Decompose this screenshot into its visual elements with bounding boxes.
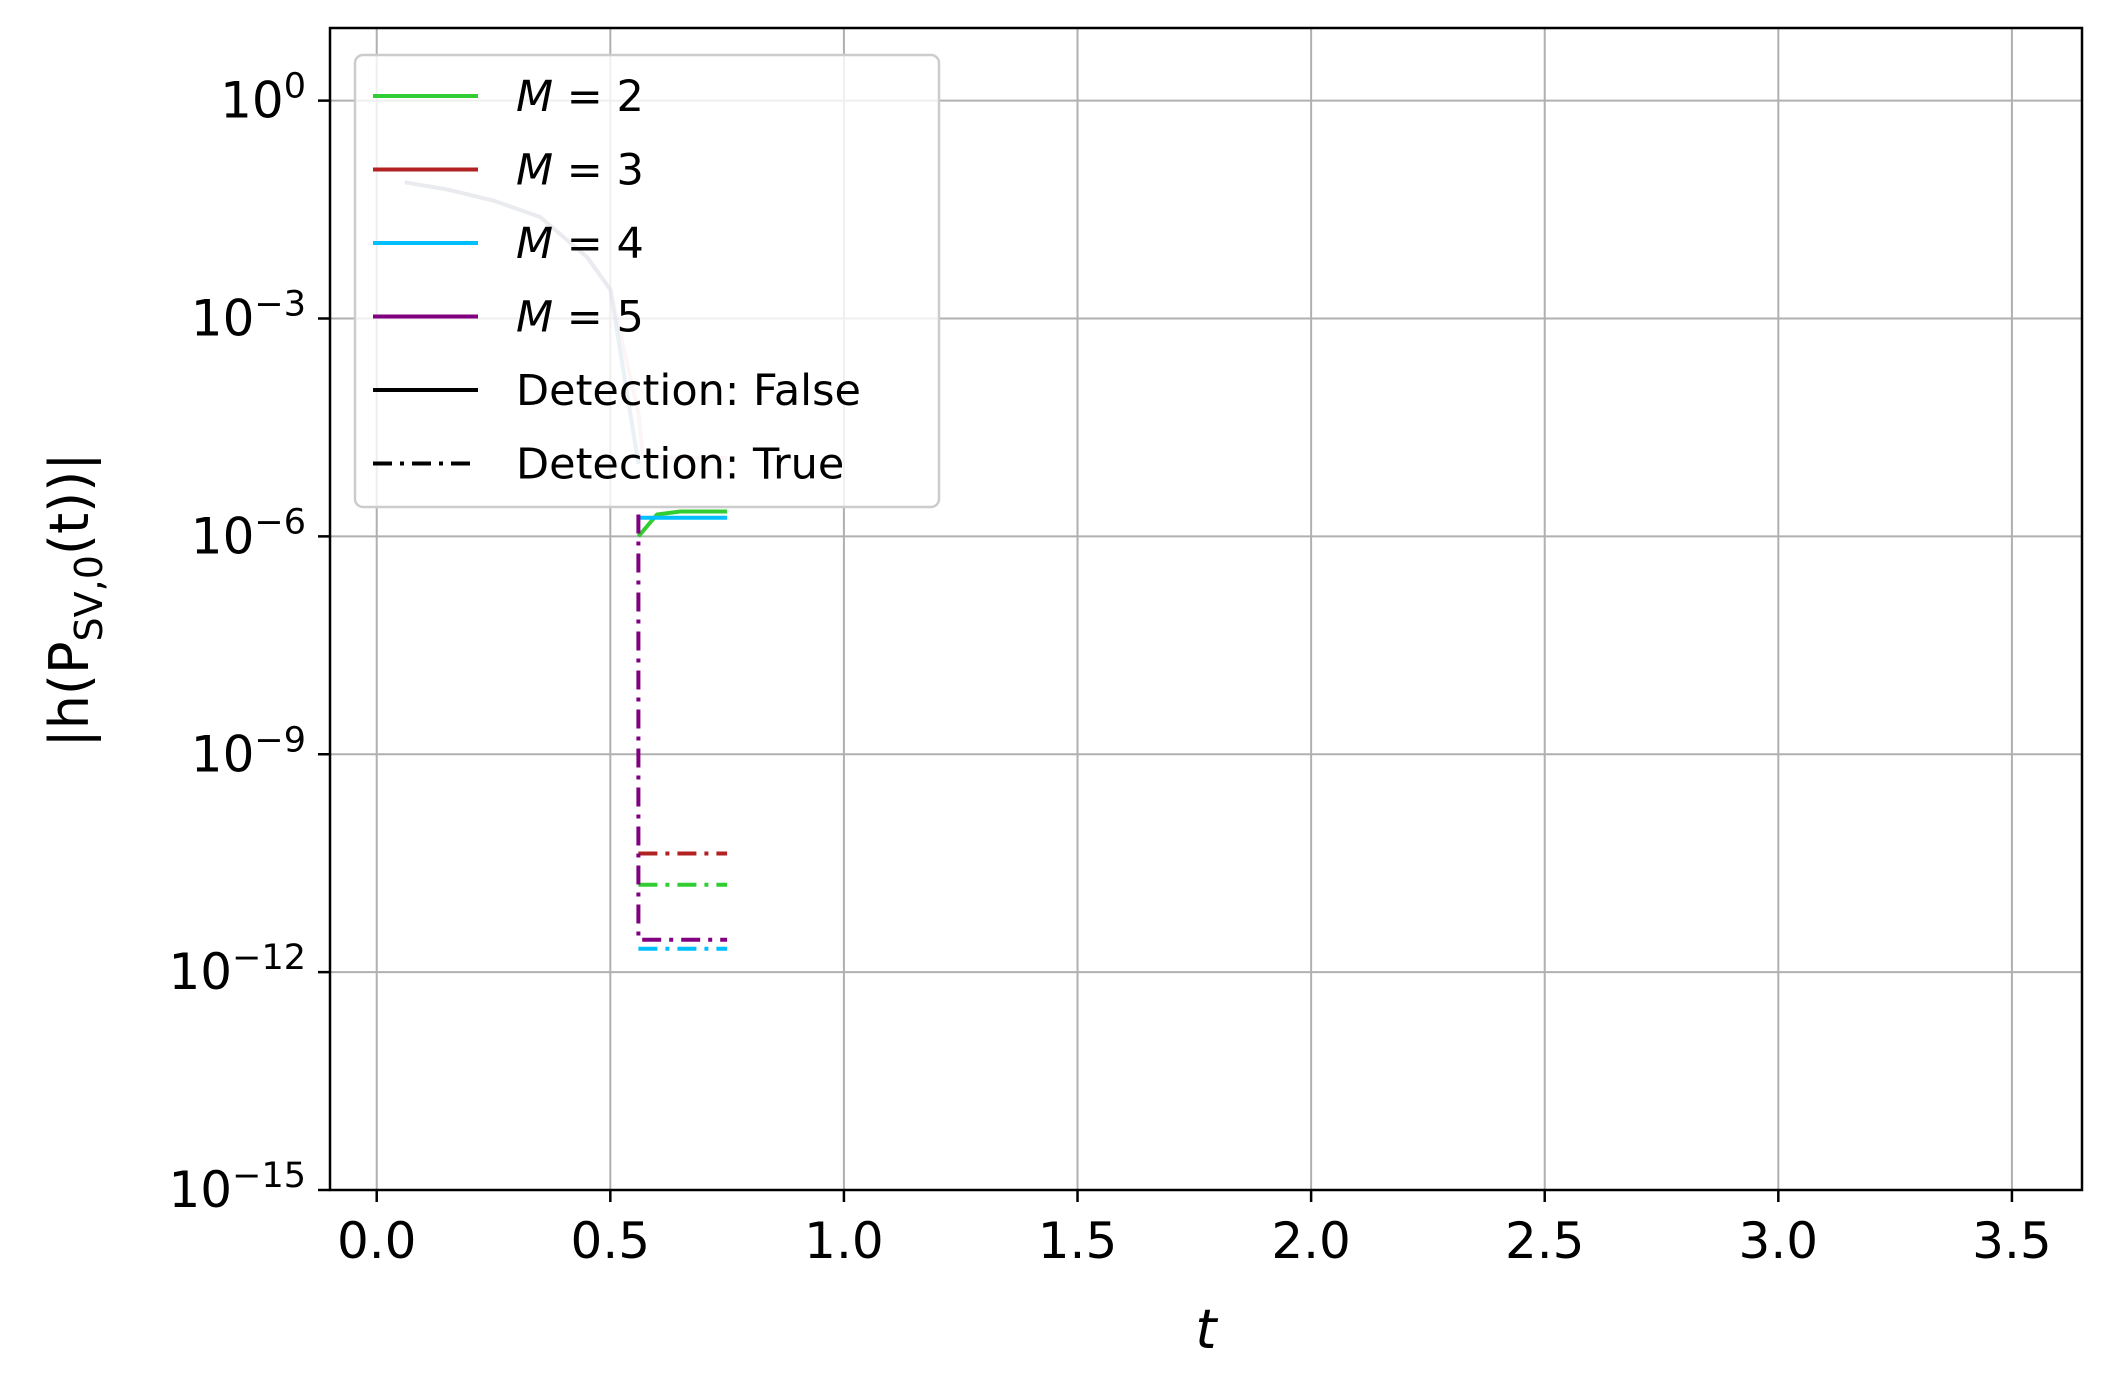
legend-label: M = 2 [516,72,644,122]
x-axis-ticks: 0.0 0.5 1.0 1.5 2.0 2.5 3.0 3.5 [337,1190,2052,1270]
x-axis-label: t [1195,1298,1218,1361]
plot-frame [328,26,2084,1192]
series-line [636,514,728,942]
y-axis-label: |h(PSV,0(t))| [38,452,111,747]
x-tick-label: 1.0 [804,1212,884,1270]
series-line [636,509,728,538]
y-axis-ticks: 100 10−3 10−6 10−9 10−12 10−15 [169,67,330,1219]
y-tick-label: 10−6 [191,502,306,565]
x-tick-label: 2.0 [1271,1212,1351,1270]
legend: M = 2 M = 3 M = 4 M = 5 Detection: False Dete… [353,53,941,509]
y-tick-label: 10−15 [169,1156,307,1219]
y-tick-label: 10−3 [191,285,306,348]
x-tick-label: 0.5 [571,1212,651,1270]
x-tick-label: 0.0 [337,1212,417,1270]
legend-label: Detection: True [516,440,844,490]
legend-label: M = 5 [516,293,644,343]
x-tick-label: 3.5 [1972,1212,2052,1270]
y-axis-label-tail: (t))| [38,452,101,555]
legend-box [353,53,941,509]
y-axis-label-subscript: SV,0 [67,555,111,641]
y-tick-label: 10−12 [169,938,307,1001]
x-tick-label: 1.5 [1038,1212,1118,1270]
x-tick-label: 3.0 [1739,1212,1819,1270]
legend-label: M = 3 [516,146,644,196]
legend-label: M = 4 [516,219,644,269]
legend-label: Detection: False [516,366,861,416]
y-tick-label: 100 [220,67,306,130]
x-tick-label: 2.5 [1505,1212,1585,1270]
y-tick-label: 10−9 [191,720,306,783]
y-axis-label-main: |h(P [38,641,101,747]
